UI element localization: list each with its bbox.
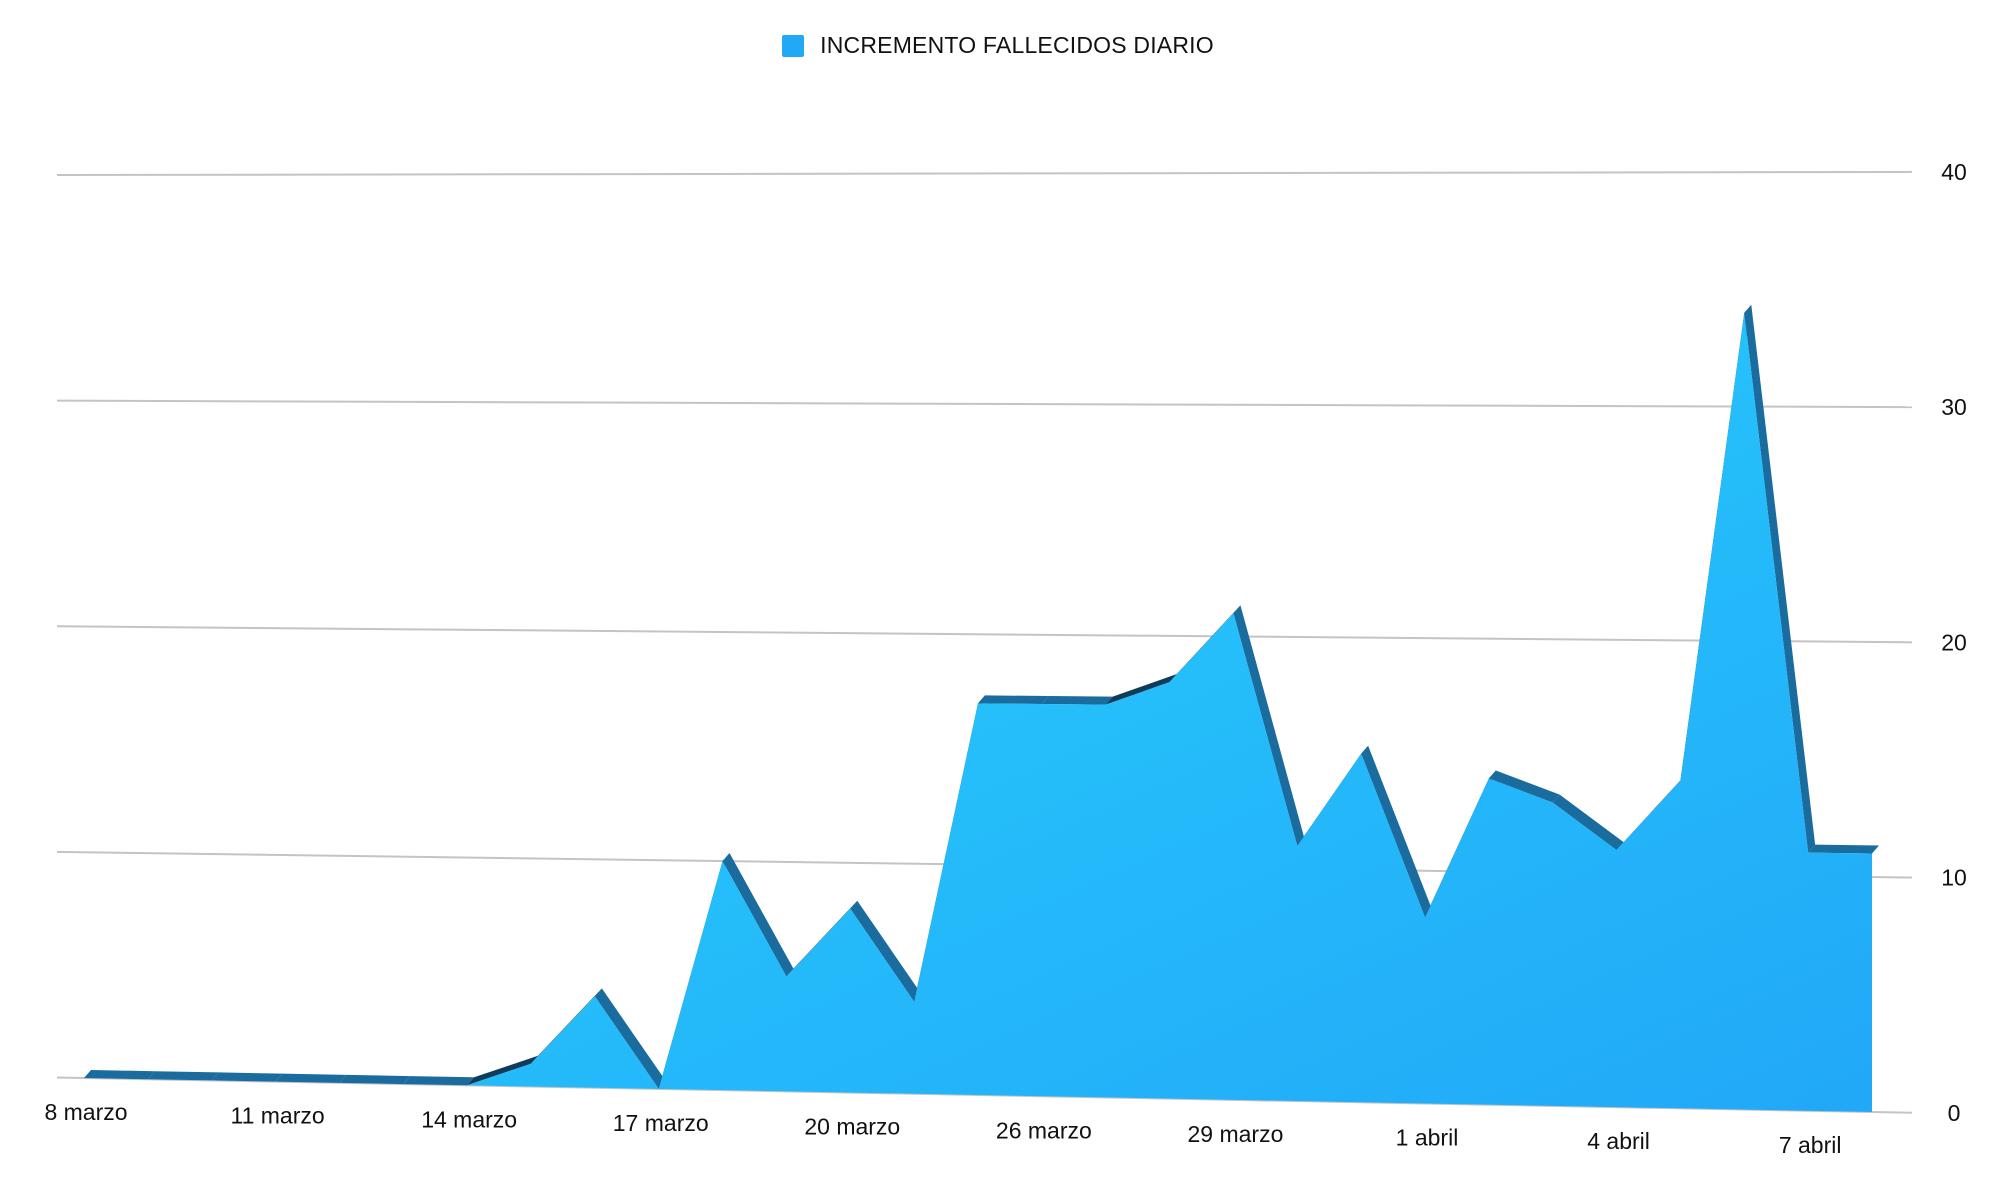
x-tick-label-4: 20 marzo — [804, 1114, 900, 1140]
ridge-segment-18 — [1233, 605, 1305, 846]
area-fill — [84, 312, 1872, 1112]
ridge-segment-16 — [1105, 674, 1177, 705]
ridge-segment-17 — [1169, 605, 1241, 683]
x-tick-label-7: 1 abril — [1396, 1125, 1459, 1151]
x-axis: 8 marzo 11 marzo 14 marzo 17 marzo 20 marzo 2… — [44, 1099, 1841, 1158]
ridge-segment-12 — [850, 900, 922, 1002]
x-tick-label-9: 7 abril — [1779, 1132, 1842, 1158]
ridge-segment-2 — [211, 1072, 283, 1082]
ridge-segment-7 — [531, 988, 602, 1064]
ridge-segment-10 — [722, 853, 794, 977]
y-tick-label-40: 40 — [1941, 159, 1967, 185]
gridline-20 — [56, 625, 1913, 644]
ridge-segment-0 — [84, 1070, 155, 1080]
gridline-40 — [56, 170, 1913, 177]
x-tick-label-8: 4 abril — [1587, 1128, 1650, 1154]
x-tick-label-1: 11 marzo — [230, 1103, 324, 1129]
x-tick-label-5: 26 marzo — [996, 1117, 1092, 1143]
ridge-segment-5 — [403, 1076, 475, 1086]
ridge-segment-26 — [1744, 304, 1816, 853]
ridge-segment-4 — [339, 1074, 411, 1085]
x-tick-label-6: 29 marzo — [1187, 1121, 1283, 1147]
ridge-segment-1 — [147, 1071, 219, 1081]
gridline-30 — [56, 399, 1913, 409]
x-tick-label-0: 8 marzo — [44, 1099, 127, 1125]
y-tick-label-0: 0 — [1948, 1100, 1961, 1126]
ridge-segment-20 — [1361, 745, 1432, 918]
ridge-segment-3 — [275, 1073, 347, 1083]
ridge-segment-8 — [594, 988, 666, 1089]
chart-legend: INCREMENTO FALLECIDOS DIARIO — [0, 32, 1996, 59]
area-series — [84, 312, 1872, 1112]
ridge-segment-22 — [1488, 770, 1560, 803]
ridge-segment-27 — [1808, 844, 1879, 854]
y-tick-label-30: 30 — [1941, 394, 1967, 420]
ridge-segment-24 — [1616, 772, 1688, 851]
x-tick-label-3: 17 marzo — [613, 1110, 709, 1136]
ridge-segment-15 — [1041, 696, 1113, 705]
y-tick-label-10: 10 — [1941, 865, 1967, 891]
ridge-segment-14 — [978, 695, 1049, 705]
ridge-segment-11 — [786, 900, 858, 977]
x-tick-label-2: 14 marzo — [421, 1106, 517, 1132]
legend-swatch — [782, 34, 805, 57]
y-tick-label-20: 20 — [1941, 629, 1967, 655]
ridge-segment-6 — [467, 1055, 538, 1086]
legend-label: INCREMENTO FALLECIDOS DIARIO — [820, 32, 1214, 58]
y-axis: 0 10 20 30 40 — [1941, 159, 1967, 1126]
ridge-segment-23 — [1552, 794, 1624, 851]
